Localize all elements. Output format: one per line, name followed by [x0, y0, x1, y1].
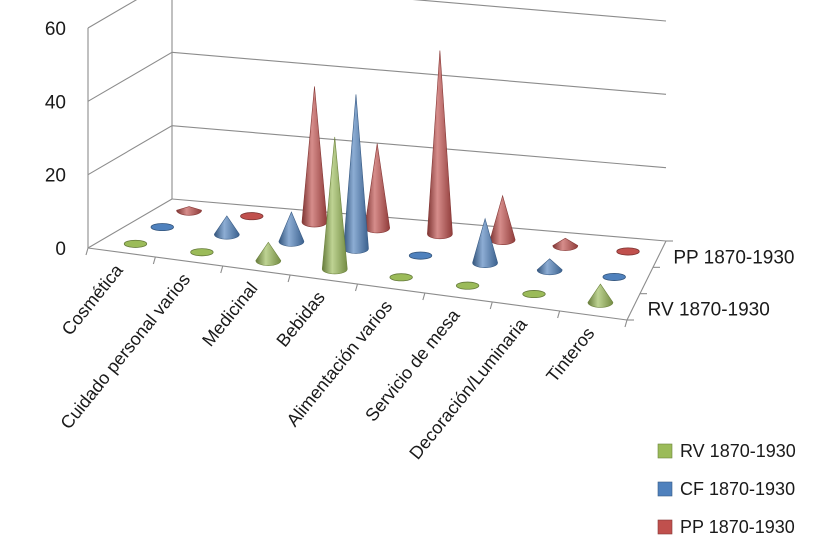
cone-mark: [321, 136, 348, 275]
x-tick: [287, 274, 291, 283]
cone-mark: [522, 290, 546, 299]
gridline: [87, 125, 667, 176]
cone-mark: [301, 86, 328, 228]
cone-mark: [240, 212, 264, 221]
y-tick-label: 40: [45, 92, 66, 113]
x-tick: [220, 265, 224, 274]
cone-mark: [255, 241, 282, 266]
floor-right-edge: [626, 240, 667, 321]
cone-mark: [489, 194, 516, 246]
legend-item: PP 1870-1930: [657, 517, 795, 537]
legend-label: PP 1870-1930: [680, 517, 795, 537]
cone-mark: [190, 248, 214, 257]
gridline: [87, 51, 667, 102]
cone-mark: [389, 273, 413, 282]
x-tick: [489, 301, 493, 310]
cone-mark: [123, 239, 148, 248]
cone-mark: [364, 143, 390, 234]
cone-mark: [455, 281, 480, 290]
cone-mark: [536, 258, 563, 276]
depth-axis-labels: PP 1870-1930 RV 1870-1930: [648, 247, 795, 320]
category-label: Cuidado personal varios: [56, 269, 194, 432]
x-tick: [85, 247, 89, 256]
legend: RV 1870-1930 CF 1870-1930 PP 1870-1930: [657, 441, 796, 537]
cone-mark: [150, 223, 174, 232]
legend-item: RV 1870-1930: [657, 441, 796, 461]
cone-mark: [587, 283, 614, 308]
gridlines: [85, 0, 673, 328]
category-label: Bebidas: [272, 287, 328, 350]
legend-item: CF 1870-1930: [657, 479, 795, 499]
y-tick-label: 20: [45, 166, 66, 187]
cone-marks: [123, 50, 640, 308]
y-tick-label: 60: [45, 19, 66, 40]
cone-mark: [278, 211, 305, 247]
cone-mark: [343, 94, 369, 254]
cone-mark: [472, 217, 498, 268]
x-tick: [624, 319, 628, 328]
cone-mark: [552, 237, 579, 251]
category-label: Cosmética: [58, 260, 128, 339]
legend-label: CF 1870-1930: [680, 479, 795, 499]
x-tick: [152, 256, 156, 265]
cone-mark: [214, 215, 240, 240]
floor-back-edge: [171, 198, 667, 242]
cone-mark: [408, 251, 433, 260]
cone-mark: [602, 272, 626, 281]
depth-label: RV 1870-1930: [648, 300, 770, 321]
gridline: [87, 0, 667, 29]
category-label: Medicinal: [198, 278, 261, 350]
legend-swatch: [657, 481, 673, 497]
x-tick: [354, 283, 359, 292]
x-tick: [557, 310, 561, 319]
legend-swatch: [657, 443, 673, 459]
floor-left-edge: [87, 198, 173, 249]
cone-mark: [616, 247, 640, 256]
cone-mark: [427, 50, 453, 240]
depth-label: PP 1870-1930: [673, 247, 794, 268]
y-axis-ticks: 0 20 40 60: [45, 19, 66, 260]
category-label: Tinteros: [542, 323, 598, 386]
legend-swatch: [657, 519, 673, 535]
x-tick: [422, 292, 426, 301]
cone-mark: [176, 206, 202, 216]
legend-label: RV 1870-1930: [680, 441, 796, 461]
y-tick-label: 0: [55, 239, 66, 260]
